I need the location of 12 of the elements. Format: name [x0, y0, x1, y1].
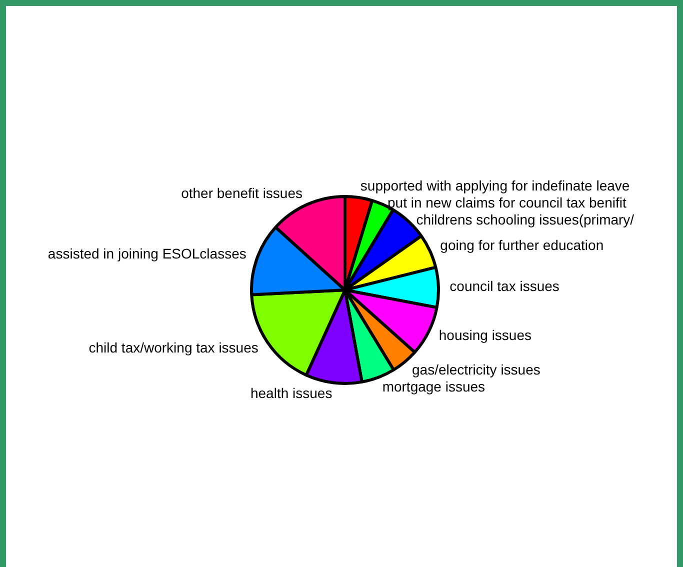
- slice-label: health issues: [250, 384, 332, 401]
- slice-label: other benefit issues: [181, 185, 303, 202]
- slice-label: gas/electricity issues: [412, 361, 540, 378]
- slice-label: childrens schooling issues(primary/: [416, 211, 634, 228]
- slice-label: assisted in joining ESOLclasses: [48, 246, 246, 262]
- slice-label: child tax/working tax issues: [88, 340, 258, 356]
- slice-label: put in new claims for council tax benifit: [387, 194, 626, 210]
- slice-label: mortgage issues: [382, 378, 486, 395]
- slice-label: council tax issues: [450, 278, 560, 294]
- slice-label: supported with applying for indefinate leave: [360, 177, 630, 194]
- slice-label: housing issues: [438, 327, 532, 344]
- slice-label: going for further education: [440, 237, 604, 254]
